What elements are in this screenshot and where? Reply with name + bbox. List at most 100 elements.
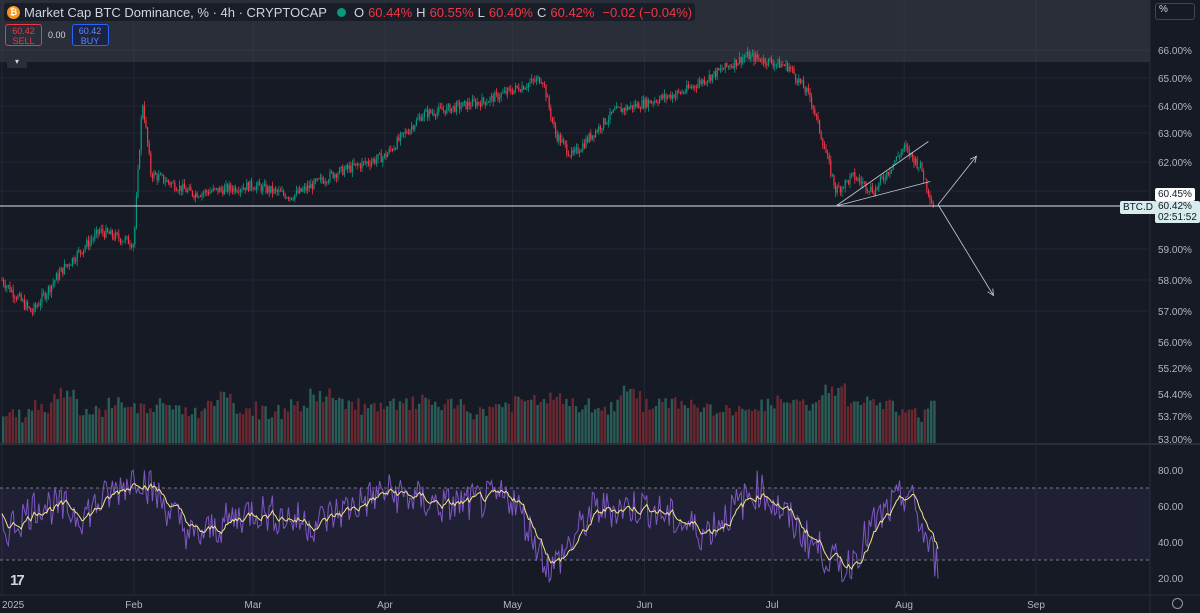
candle-body [747, 51, 749, 56]
candle-body [604, 118, 606, 125]
volume-bar [824, 384, 827, 443]
volume-bar [517, 396, 520, 443]
volume-bar [600, 410, 603, 443]
volume-bar [56, 399, 59, 443]
candle-body [166, 180, 168, 182]
candle-body [836, 186, 838, 193]
candle-body [806, 87, 808, 93]
volume-bar [187, 416, 190, 443]
candle-body [447, 104, 449, 107]
rsi-axis-label: 60.00 [1158, 502, 1183, 513]
candle-body [487, 101, 489, 103]
volume-bar [130, 406, 133, 443]
volume-bar [754, 409, 757, 443]
volume-bar [638, 390, 642, 443]
candle-body [846, 180, 848, 182]
candle-body [711, 74, 713, 81]
candle-body [667, 96, 669, 99]
volume-bar [571, 398, 574, 443]
candle-body [591, 135, 593, 140]
volume-bar [306, 407, 309, 443]
volume-bar [885, 400, 888, 443]
volume-bar [331, 397, 334, 443]
candle-body [137, 168, 139, 197]
candle-body [54, 280, 56, 283]
candle-body [883, 177, 885, 180]
ohlc-close-label: C [536, 4, 547, 20]
collapse-legend-button[interactable]: ▾ [7, 55, 27, 68]
volume-bar [395, 409, 398, 443]
candle-body [55, 273, 57, 281]
volume-bar [642, 411, 645, 443]
volume-bar [360, 414, 363, 443]
time-axis-label: May [503, 600, 522, 611]
volume-bar [338, 397, 341, 443]
gear-icon[interactable] [1172, 598, 1183, 609]
candle-body [126, 236, 128, 238]
candle-body [295, 190, 297, 195]
ohlc-low-label: L [477, 4, 485, 20]
candle-body [740, 56, 742, 64]
candle-body [651, 102, 653, 104]
volume-bar [72, 389, 75, 443]
candle-body [931, 200, 933, 203]
volume-bar [862, 402, 866, 443]
candle-body [238, 191, 240, 193]
volume-bar [558, 393, 562, 443]
candle-body [22, 299, 24, 301]
candle-body [347, 165, 349, 169]
candle-body [251, 180, 253, 189]
candle-body [76, 251, 78, 262]
candle-body [615, 106, 617, 109]
volume-bar [402, 403, 405, 443]
candle-body [406, 131, 408, 133]
volume-bar [110, 407, 114, 443]
volume-bar [811, 403, 814, 443]
candle-body [356, 163, 358, 165]
candle-body [62, 267, 64, 274]
candle-body [230, 184, 232, 190]
candle-body [519, 90, 521, 92]
volume-bar [645, 398, 648, 443]
volume-bar [773, 408, 776, 443]
last-price-tag: 60.42% 02:51:52 [1155, 201, 1200, 223]
candle-body [283, 191, 285, 195]
candle-body [438, 106, 440, 112]
volume-bar [120, 402, 123, 443]
bitcoin-icon: ₿ [7, 5, 20, 19]
volume-bar [734, 411, 738, 443]
candle-body [123, 241, 125, 243]
candle-body [734, 59, 736, 69]
candle-body [475, 100, 477, 107]
candle-body [748, 51, 750, 60]
symbol-title[interactable]: Market Cap BTC Dominance, % · 4h · CRYPT… [24, 4, 327, 20]
candle-body [423, 111, 425, 117]
candle-body [531, 79, 533, 83]
volume-bar [37, 410, 40, 443]
candle-body [863, 182, 865, 183]
candle-body [825, 148, 827, 154]
candle-body [246, 182, 248, 191]
buy-button[interactable]: 60.42 BUY [71, 24, 109, 46]
candle-body [369, 163, 371, 166]
sell-button[interactable]: 60.42 SELL [5, 24, 42, 46]
candle-body [227, 184, 229, 192]
volume-bar [530, 399, 533, 443]
candle-body [460, 106, 462, 109]
candle-body [175, 190, 177, 191]
candle-body [927, 189, 929, 195]
candle-body [852, 172, 854, 174]
candle-body [110, 230, 112, 235]
arrow-head [987, 288, 994, 297]
candle-body [671, 94, 673, 99]
scale-mode-button[interactable]: % [1155, 3, 1195, 20]
volume-bar [91, 414, 94, 443]
candle-body [929, 194, 931, 201]
candle-body [716, 68, 718, 78]
ohlc-open-label: O [353, 4, 365, 20]
candle-body [695, 87, 697, 89]
tradingview-logo-icon[interactable]: 17 [10, 572, 25, 589]
candle-body [471, 99, 473, 107]
volume-bar [574, 406, 578, 443]
